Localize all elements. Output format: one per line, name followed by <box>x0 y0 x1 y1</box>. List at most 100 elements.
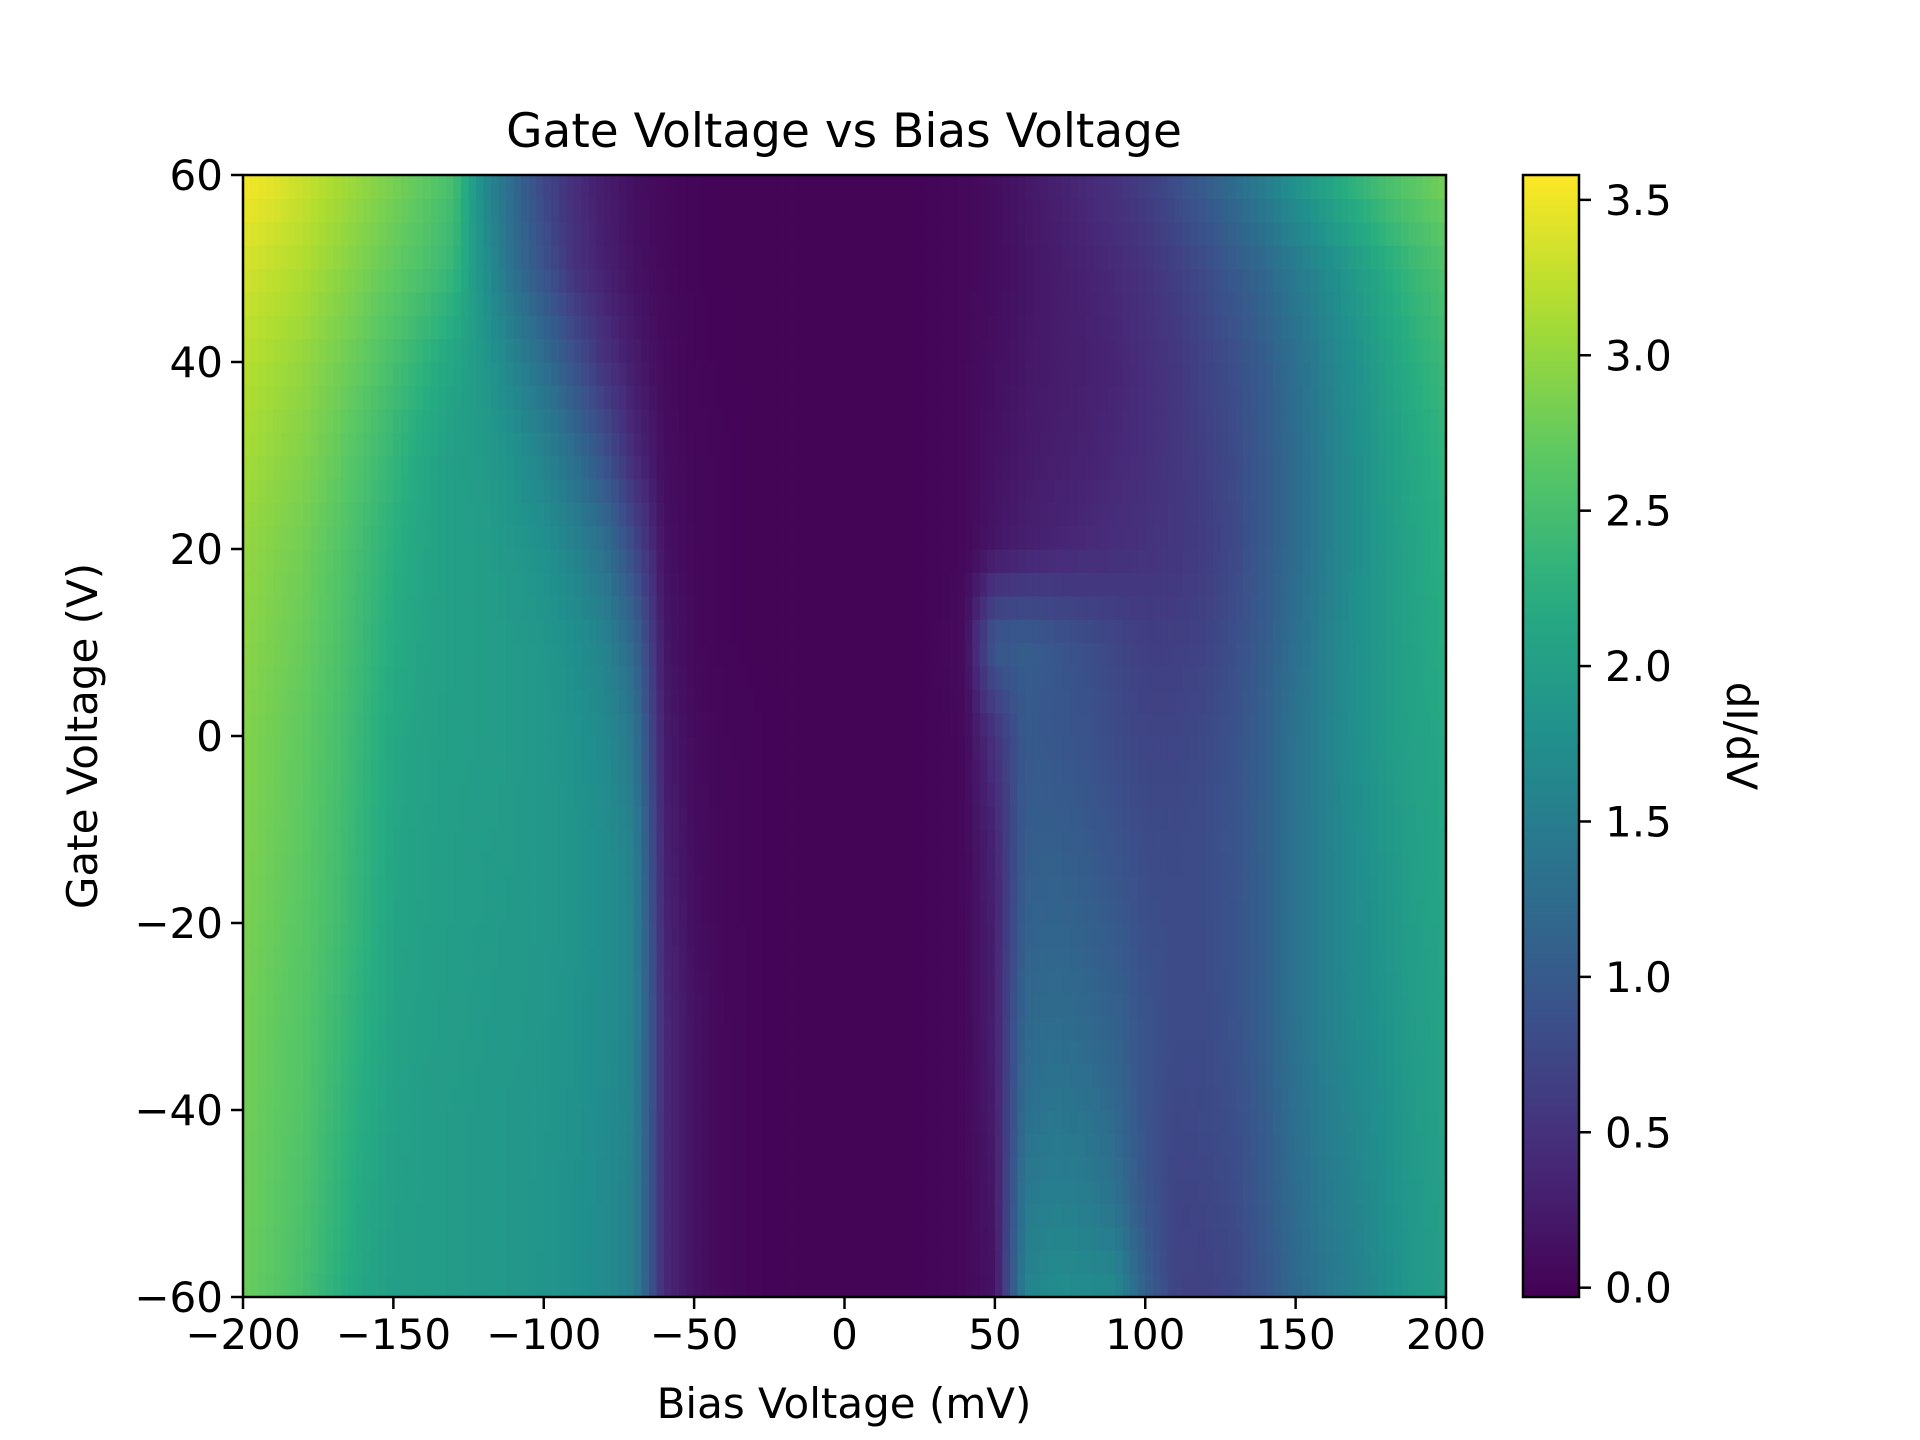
heatmap-cell <box>536 1039 545 1064</box>
heatmap-cell <box>972 1250 981 1275</box>
heatmap-cell <box>1160 736 1169 760</box>
heatmap-cell <box>821 1016 831 1041</box>
heatmap-cell <box>1175 1063 1184 1088</box>
heatmap-cell <box>852 876 861 901</box>
heatmap-cell <box>716 665 725 690</box>
heatmap-cell <box>310 1086 319 1111</box>
heatmap-cell <box>919 642 928 667</box>
heatmap-cell <box>1310 1086 1319 1111</box>
heatmap-cell <box>1273 806 1282 831</box>
heatmap-cell <box>1024 1133 1034 1158</box>
heatmap-cell <box>761 829 770 854</box>
heatmap-cell <box>919 1156 928 1181</box>
heatmap-cell <box>1235 806 1244 831</box>
heatmap-cell <box>1115 993 1124 1018</box>
heatmap-cell <box>1303 946 1312 971</box>
heatmap-cell <box>1333 899 1342 924</box>
heatmap-cell <box>340 899 349 924</box>
heatmap-cell <box>912 1039 921 1064</box>
heatmap-cell <box>521 852 530 877</box>
heatmap-cell <box>1017 619 1026 644</box>
heatmap-cell <box>769 595 778 620</box>
heatmap-cell <box>791 1110 800 1134</box>
heatmap-cell <box>273 1133 282 1158</box>
heatmap-cell <box>912 665 921 690</box>
heatmap-cell <box>1137 642 1146 667</box>
heatmap-cell <box>265 549 274 573</box>
heatmap-cell <box>1055 712 1064 737</box>
heatmap-cell <box>303 806 312 831</box>
heatmap-cell <box>596 1156 605 1181</box>
heatmap-cell <box>1333 1226 1342 1251</box>
heatmap-cell <box>814 736 823 760</box>
heatmap-cell <box>400 1273 410 1297</box>
heatmap-cell <box>919 619 928 644</box>
heatmap-cell <box>776 946 785 971</box>
heatmap-cell <box>1024 1016 1034 1041</box>
heatmap-cell <box>1002 1039 1011 1064</box>
heatmap-cell <box>1250 1180 1259 1205</box>
heatmap-cell <box>1415 689 1425 714</box>
heatmap-cell <box>310 1203 319 1228</box>
heatmap-cell <box>498 1203 507 1228</box>
heatmap-cell <box>1175 899 1184 924</box>
heatmap-cell <box>731 1133 740 1158</box>
heatmap-cell <box>385 852 394 877</box>
heatmap-cell <box>912 1110 921 1134</box>
heatmap-cell <box>859 619 868 644</box>
heatmap-cell <box>1363 1086 1372 1111</box>
heatmap-cell <box>258 712 267 737</box>
heatmap-cell <box>1310 1063 1319 1088</box>
heatmap-cell <box>1062 1086 1071 1111</box>
heatmap-cell <box>806 642 816 667</box>
heatmap-cell <box>912 969 921 994</box>
heatmap-cell <box>1152 1180 1161 1205</box>
heatmap-cell <box>912 595 921 620</box>
heatmap-cell <box>378 712 387 737</box>
heatmap-cell <box>355 642 364 667</box>
heatmap-cell <box>897 782 906 807</box>
heatmap-cell <box>739 1133 748 1158</box>
heatmap-cell <box>656 1039 665 1064</box>
heatmap-cell <box>378 1110 387 1134</box>
heatmap-cell <box>1220 876 1229 901</box>
heatmap-cell <box>1220 969 1229 994</box>
heatmap-cell <box>1024 969 1034 994</box>
heatmap-cell <box>694 923 703 947</box>
heatmap-cell <box>1355 1086 1364 1111</box>
heatmap-cell <box>1077 1039 1086 1064</box>
heatmap-cell <box>679 923 688 947</box>
heatmap-cell <box>867 899 876 924</box>
heatmap-cell <box>400 806 410 831</box>
heatmap-cell <box>566 689 575 714</box>
heatmap-cell <box>739 1016 748 1041</box>
heatmap-cell <box>566 1110 575 1134</box>
heatmap-cell <box>258 1086 267 1111</box>
heatmap-cell <box>867 1226 876 1251</box>
heatmap-cell <box>964 665 973 690</box>
heatmap-cell <box>310 946 319 971</box>
heatmap-cell <box>1009 759 1019 784</box>
heatmap-cell <box>649 689 658 714</box>
heatmap-cell <box>942 899 951 924</box>
heatmap-cell <box>1258 619 1267 644</box>
heatmap-cell <box>506 1156 515 1181</box>
heatmap-cell <box>258 689 267 714</box>
heatmap-cell <box>769 829 778 854</box>
heatmap-cell <box>1220 1133 1229 1158</box>
heatmap-cell <box>754 899 763 924</box>
heatmap-cell <box>814 619 823 644</box>
heatmap-cell <box>1062 806 1071 831</box>
heatmap-cell <box>288 665 297 690</box>
heatmap-cell <box>543 1016 552 1041</box>
heatmap-cell <box>1378 1156 1387 1181</box>
heatmap-cell <box>280 595 289 620</box>
heatmap-cell <box>1415 993 1425 1018</box>
heatmap-cell <box>949 1063 958 1088</box>
heatmap-cell <box>423 923 432 947</box>
heatmap-cell <box>573 876 582 901</box>
heatmap-cell <box>882 1273 891 1297</box>
heatmap-cell <box>1024 806 1034 831</box>
heatmap-cell <box>370 689 379 714</box>
heatmap-cell <box>611 1063 620 1088</box>
